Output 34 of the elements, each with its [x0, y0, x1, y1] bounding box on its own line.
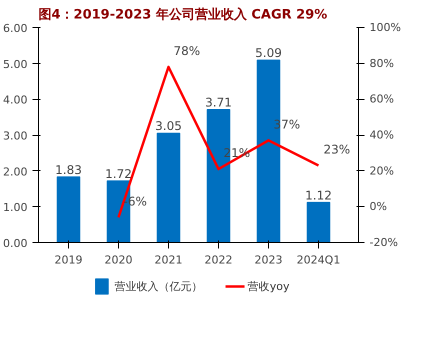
data-label: 23%: [324, 142, 350, 156]
data-label: 1.12: [305, 188, 332, 202]
x-tick-label: 2021: [154, 254, 183, 266]
x-tick-label: 2019: [54, 254, 83, 266]
data-label: 1.72: [105, 166, 132, 181]
bar: [156, 132, 180, 242]
x-tick-label: 2023: [254, 254, 283, 266]
data-label: 1.83: [55, 162, 82, 177]
data-label: 5.09: [255, 46, 282, 60]
legend-label: 营业收入（亿元）: [114, 280, 203, 293]
x-tick-label: 2024Q1: [296, 254, 340, 266]
y-tick-label: 6.00: [3, 22, 28, 35]
bar: [56, 176, 80, 242]
y2-tick-label: 60%: [370, 92, 394, 106]
bar: [306, 202, 330, 242]
x-tick-label: 2022: [204, 254, 233, 266]
data-label: 3.71: [205, 96, 232, 110]
legend-label: 营收yoy: [248, 280, 290, 293]
y2-tick-label: 40%: [370, 128, 394, 142]
y-tick-label: 0.00: [3, 237, 28, 250]
y2-tick-label: 80%: [370, 56, 394, 70]
y-tick-label: 3.00: [3, 130, 28, 142]
data-label: 78%: [174, 44, 200, 58]
data-label: 3.05: [155, 119, 182, 134]
y-tick-label: 2.00: [3, 165, 28, 178]
y-tick-label: 5.00: [3, 58, 28, 71]
y2-tick-label: 20%: [370, 164, 394, 178]
y2-tick-label: 100%: [370, 21, 401, 34]
x-tick-label: 2020: [104, 254, 133, 266]
y2-tick-label: 0%: [370, 200, 387, 214]
chart-title: 图4：2019-2023 年公司营业收入 CAGR 29%: [38, 6, 328, 22]
y-tick-label: 1.00: [3, 201, 28, 214]
y-tick-label: 4.00: [3, 94, 28, 107]
y2-tick-label: -20%: [370, 236, 398, 249]
